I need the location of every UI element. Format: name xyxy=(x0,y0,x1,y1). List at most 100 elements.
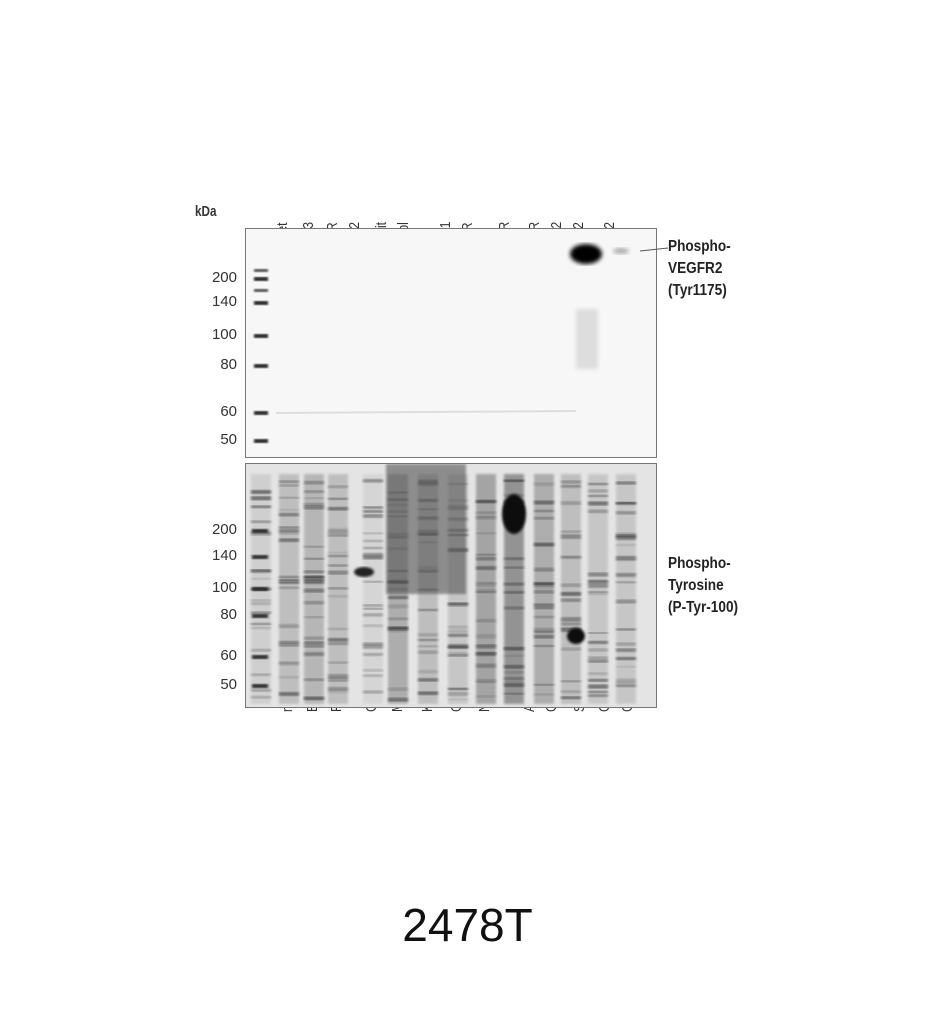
band xyxy=(328,678,348,682)
band xyxy=(251,490,271,494)
band xyxy=(476,681,496,683)
bottom-blot-image xyxy=(251,464,636,704)
band xyxy=(251,599,271,602)
lane-smear xyxy=(588,474,608,704)
band xyxy=(588,672,608,675)
band xyxy=(448,652,468,657)
band xyxy=(588,483,608,486)
band xyxy=(279,480,299,483)
band xyxy=(476,582,496,585)
band xyxy=(328,627,348,630)
smear xyxy=(576,309,598,369)
band xyxy=(561,485,581,489)
band xyxy=(616,532,636,537)
band xyxy=(504,582,524,586)
band xyxy=(616,559,636,561)
band xyxy=(279,661,299,666)
non-phospho-band xyxy=(613,248,629,254)
band xyxy=(448,691,468,696)
band xyxy=(279,538,299,542)
pointer-line xyxy=(640,247,669,252)
band xyxy=(328,551,348,554)
ladder-band xyxy=(252,587,268,591)
band xyxy=(328,485,348,489)
bottom-blot-panel xyxy=(245,463,657,708)
band xyxy=(476,679,496,683)
ladder-band xyxy=(254,301,268,305)
band xyxy=(561,680,581,683)
band xyxy=(588,591,608,593)
band xyxy=(588,660,608,663)
ladder-band xyxy=(254,289,268,292)
band xyxy=(363,607,383,610)
band xyxy=(328,674,348,678)
marker-label: 140 xyxy=(211,547,237,564)
band xyxy=(616,502,636,505)
band xyxy=(588,591,608,596)
band xyxy=(418,678,438,682)
band xyxy=(363,510,383,513)
faint-band xyxy=(275,410,577,414)
band xyxy=(448,625,468,629)
band xyxy=(251,520,271,524)
strong-band xyxy=(502,494,526,534)
band xyxy=(279,692,299,696)
band xyxy=(363,674,383,677)
band xyxy=(616,657,636,661)
band xyxy=(328,638,348,642)
band xyxy=(561,530,581,533)
band xyxy=(448,630,468,634)
band xyxy=(476,517,496,520)
band xyxy=(251,496,271,501)
band xyxy=(534,606,554,609)
band xyxy=(388,687,408,691)
ladder-band xyxy=(252,529,268,533)
band xyxy=(588,641,608,644)
band xyxy=(328,528,348,531)
band xyxy=(561,620,581,625)
band xyxy=(476,553,496,556)
band xyxy=(561,480,581,484)
band xyxy=(534,482,554,486)
band xyxy=(304,579,324,584)
label-line: Phospho- xyxy=(668,555,731,572)
band xyxy=(534,631,554,633)
band xyxy=(388,697,408,702)
band xyxy=(388,628,408,633)
band xyxy=(504,654,524,657)
band xyxy=(279,512,299,517)
band xyxy=(328,497,348,500)
label-line: (Tyr1175) xyxy=(668,282,727,299)
band xyxy=(448,644,468,648)
band xyxy=(616,572,636,577)
band xyxy=(363,506,383,509)
band xyxy=(588,632,608,634)
band xyxy=(561,533,581,536)
band xyxy=(363,690,383,694)
band xyxy=(279,529,299,532)
top-panel-label: Phospho- VEGFR2 (Tyr1175) xyxy=(668,236,731,302)
band xyxy=(328,595,348,598)
band xyxy=(504,664,524,669)
band xyxy=(476,511,496,515)
band xyxy=(561,627,581,629)
band xyxy=(476,695,496,698)
band xyxy=(251,611,271,615)
marker-label: 200 xyxy=(211,269,237,286)
band xyxy=(279,676,299,679)
ladder-band xyxy=(254,277,268,281)
band xyxy=(561,556,581,559)
strong-band xyxy=(354,567,374,577)
band xyxy=(588,501,608,506)
marker-label: 50 xyxy=(220,431,237,448)
band xyxy=(363,580,383,583)
band xyxy=(418,650,438,654)
band xyxy=(304,576,324,581)
band xyxy=(328,661,348,664)
band xyxy=(328,530,348,534)
marker-label: 140 xyxy=(211,293,237,310)
band xyxy=(534,615,554,619)
band xyxy=(476,663,496,668)
band xyxy=(304,588,324,593)
band xyxy=(616,511,636,515)
